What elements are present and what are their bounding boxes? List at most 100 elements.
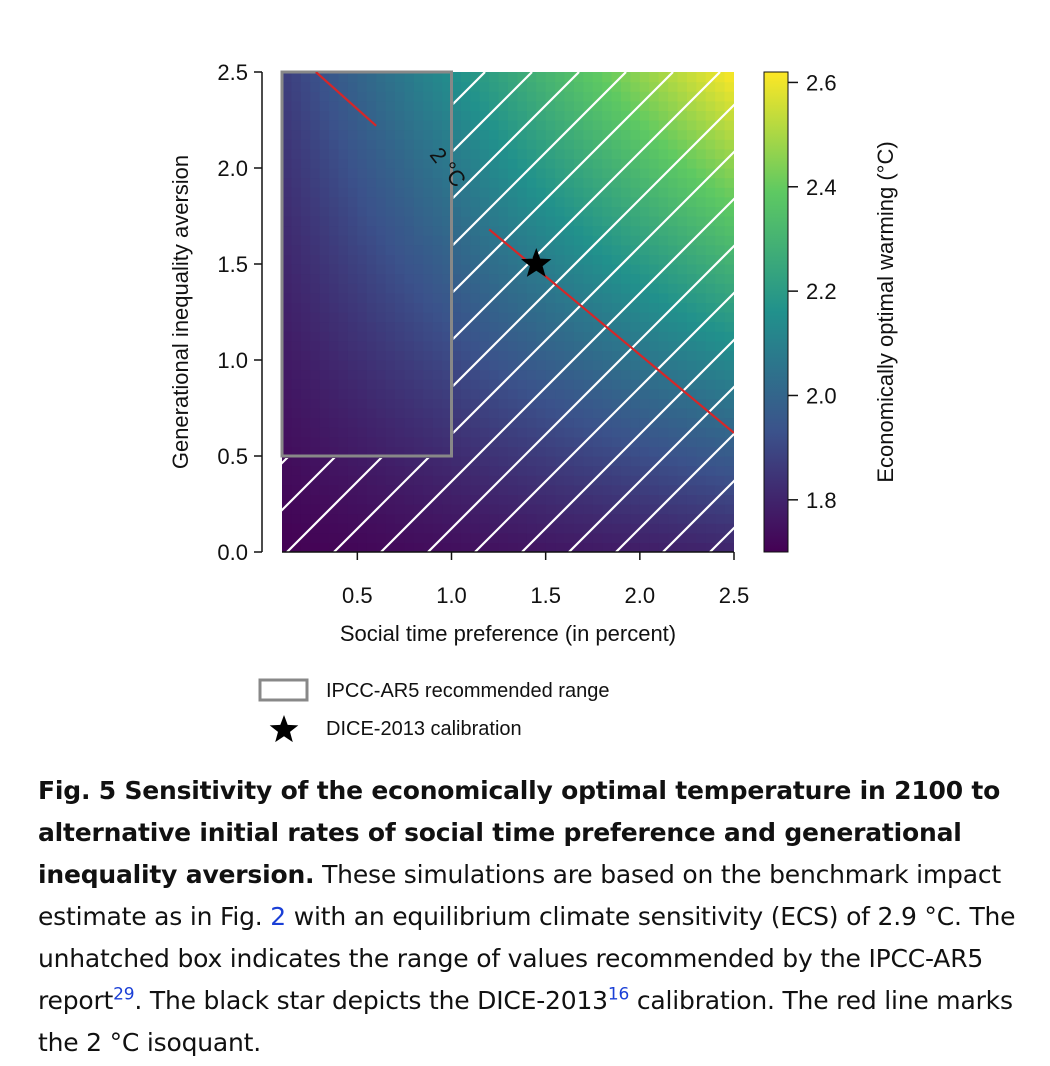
heatmap-cell: [649, 427, 660, 438]
heatmap-cell: [413, 475, 424, 486]
heatmap-cell: [526, 148, 537, 159]
heatmap-cell: [291, 148, 302, 159]
heatmap-cell: [376, 369, 387, 380]
heatmap-cell: [686, 225, 697, 236]
heatmap-cell: [630, 158, 641, 169]
heatmap-cell: [583, 312, 594, 323]
heatmap-cell: [508, 436, 519, 447]
heatmap-cell: [489, 542, 500, 552]
heatmap-cell: [602, 513, 613, 524]
heatmap-cell: [611, 129, 622, 140]
heatmap-cell: [413, 417, 424, 428]
heatmap-cell: [545, 244, 556, 255]
heatmap-cell: [526, 206, 537, 217]
heatmap-cell: [366, 446, 377, 457]
heatmap-cell: [677, 379, 688, 390]
heatmap-cell: [705, 542, 716, 552]
heatmap-cell: [658, 350, 669, 361]
heatmap-cell: [460, 484, 471, 495]
heatmap-cell: [442, 225, 453, 236]
heatmap-cell: [621, 446, 632, 457]
heatmap-cell: [545, 312, 556, 323]
heatmap-cell: [489, 504, 500, 515]
heatmap-cell: [649, 417, 660, 428]
heatmap-cell: [677, 436, 688, 447]
heatmap-cell: [686, 494, 697, 505]
heatmap-cell: [300, 350, 311, 361]
heatmap-cell: [376, 427, 387, 438]
heatmap-cell: [686, 379, 697, 390]
heatmap-cell: [630, 216, 641, 227]
heatmap-cell: [366, 427, 377, 438]
heatmap-cell: [696, 408, 707, 419]
heatmap-cell: [611, 72, 622, 83]
heatmap-cell: [432, 331, 443, 342]
heatmap-cell: [639, 206, 650, 217]
heatmap-cell: [329, 427, 340, 438]
heatmap-cell: [630, 81, 641, 92]
heatmap-cell: [413, 81, 424, 92]
caption-ref-16[interactable]: 16: [607, 984, 630, 1005]
heatmap-cell: [696, 504, 707, 515]
heatmap-cell: [451, 446, 462, 457]
heatmap-cell: [564, 494, 575, 505]
heatmap-cell: [555, 148, 566, 159]
heatmap-cell: [536, 427, 547, 438]
heatmap-cell: [573, 273, 584, 284]
heatmap-cell: [602, 139, 613, 150]
heatmap-cell: [696, 542, 707, 552]
heatmap-cell: [517, 321, 528, 332]
heatmap-cell: [555, 292, 566, 303]
heatmap-cell: [583, 379, 594, 390]
heatmap-cell: [592, 302, 603, 313]
heatmap-cell: [602, 254, 613, 265]
heatmap-cell: [385, 532, 396, 543]
heatmap-cell: [686, 302, 697, 313]
caption-ref-fig[interactable]: 2: [270, 902, 286, 931]
heatmap-cell: [696, 302, 707, 313]
heatmap-cell: [291, 379, 302, 390]
heatmap-cell: [555, 417, 566, 428]
heatmap-cell: [385, 436, 396, 447]
heatmap-cell: [404, 273, 415, 284]
heatmap-cell: [545, 168, 556, 179]
heatmap-cell: [564, 446, 575, 457]
heatmap-cell: [395, 110, 406, 121]
heatmap-cell: [602, 110, 613, 121]
heatmap-cell: [376, 81, 387, 92]
heatmap-cell: [300, 456, 311, 467]
heatmap-cell: [564, 369, 575, 380]
heatmap-cell: [621, 436, 632, 447]
heatmap-cell: [498, 484, 509, 495]
heatmap-cell: [423, 292, 434, 303]
heatmap-cell: [291, 331, 302, 342]
heatmap-cell: [621, 244, 632, 255]
heatmap-cell: [649, 196, 660, 207]
heatmap-cell: [715, 168, 726, 179]
heatmap-cell: [555, 187, 566, 198]
heatmap-cell: [376, 129, 387, 140]
heatmap-cell: [451, 369, 462, 380]
caption-ref-29[interactable]: 29: [113, 984, 135, 1005]
heatmap-cell: [470, 523, 481, 534]
heatmap-cell: [621, 283, 632, 294]
heatmap-cell: [592, 388, 603, 399]
heatmap-cell: [536, 475, 547, 486]
heatmap-cell: [470, 532, 481, 543]
heatmap-cell: [442, 120, 453, 131]
heatmap-cell: [329, 408, 340, 419]
heatmap-cell: [658, 475, 669, 486]
heatmap-cell: [479, 129, 490, 140]
heatmap-cell: [338, 216, 349, 227]
heatmap-cell: [366, 379, 377, 390]
heatmap-cell: [423, 504, 434, 515]
heatmap-cell: [649, 465, 660, 476]
heatmap-cell: [686, 542, 697, 552]
heatmap-cell: [442, 264, 453, 275]
heatmap-cell: [696, 532, 707, 543]
heatmap-cell: [602, 465, 613, 476]
heatmap-cell: [611, 168, 622, 179]
heatmap-cell: [592, 484, 603, 495]
heatmap-cell: [366, 436, 377, 447]
heatmap-cell: [536, 379, 547, 390]
